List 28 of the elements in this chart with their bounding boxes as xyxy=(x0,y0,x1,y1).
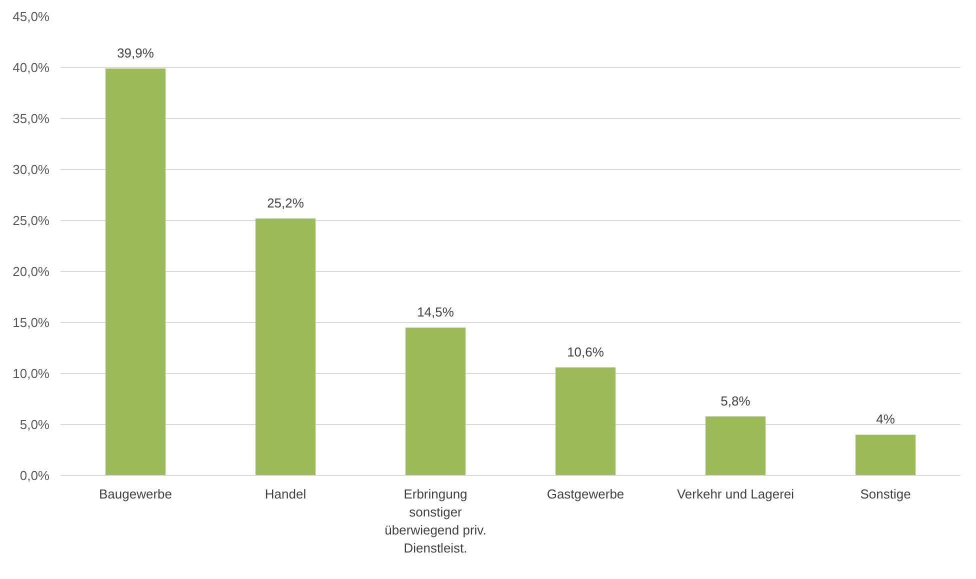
data-label: 14,5% xyxy=(417,304,454,320)
y-tick-label: 35,0% xyxy=(12,111,50,126)
y-tick-label: 0,0% xyxy=(20,468,50,483)
x-tick-label: Erbringung sonstiger überwiegend priv. Dienstleist. xyxy=(384,486,486,556)
bar xyxy=(556,367,616,476)
data-label: 5,8% xyxy=(720,393,751,408)
y-tick-label: 25,0% xyxy=(12,213,50,228)
data-label: 4% xyxy=(876,412,896,427)
y-tick-label: 40,0% xyxy=(12,60,50,75)
x-tick-label: Gastgewerbe xyxy=(546,486,624,502)
y-tick-label: 20,0% xyxy=(12,264,50,279)
bar xyxy=(706,416,766,476)
y-tick-label: 15,0% xyxy=(12,315,50,330)
data-label: 10,6% xyxy=(567,344,604,360)
x-tick-label: Handel xyxy=(264,486,306,502)
bar xyxy=(856,434,916,476)
y-tick-label: 45,0% xyxy=(12,9,50,24)
x-tick-label: Baugewerbe xyxy=(99,486,172,502)
data-label: 39,9% xyxy=(117,46,154,61)
y-tick-label: 10,0% xyxy=(12,366,50,381)
y-tick-label: 5,0% xyxy=(20,417,50,432)
y-tick-label: 30,0% xyxy=(12,162,50,177)
data-label: 25,2% xyxy=(267,195,304,210)
bar xyxy=(256,218,316,476)
x-tick-label: Verkehr und Lagerei xyxy=(676,486,794,502)
x-tick-label: Sonstige xyxy=(860,486,911,502)
bar xyxy=(106,68,166,476)
bar xyxy=(406,328,466,476)
